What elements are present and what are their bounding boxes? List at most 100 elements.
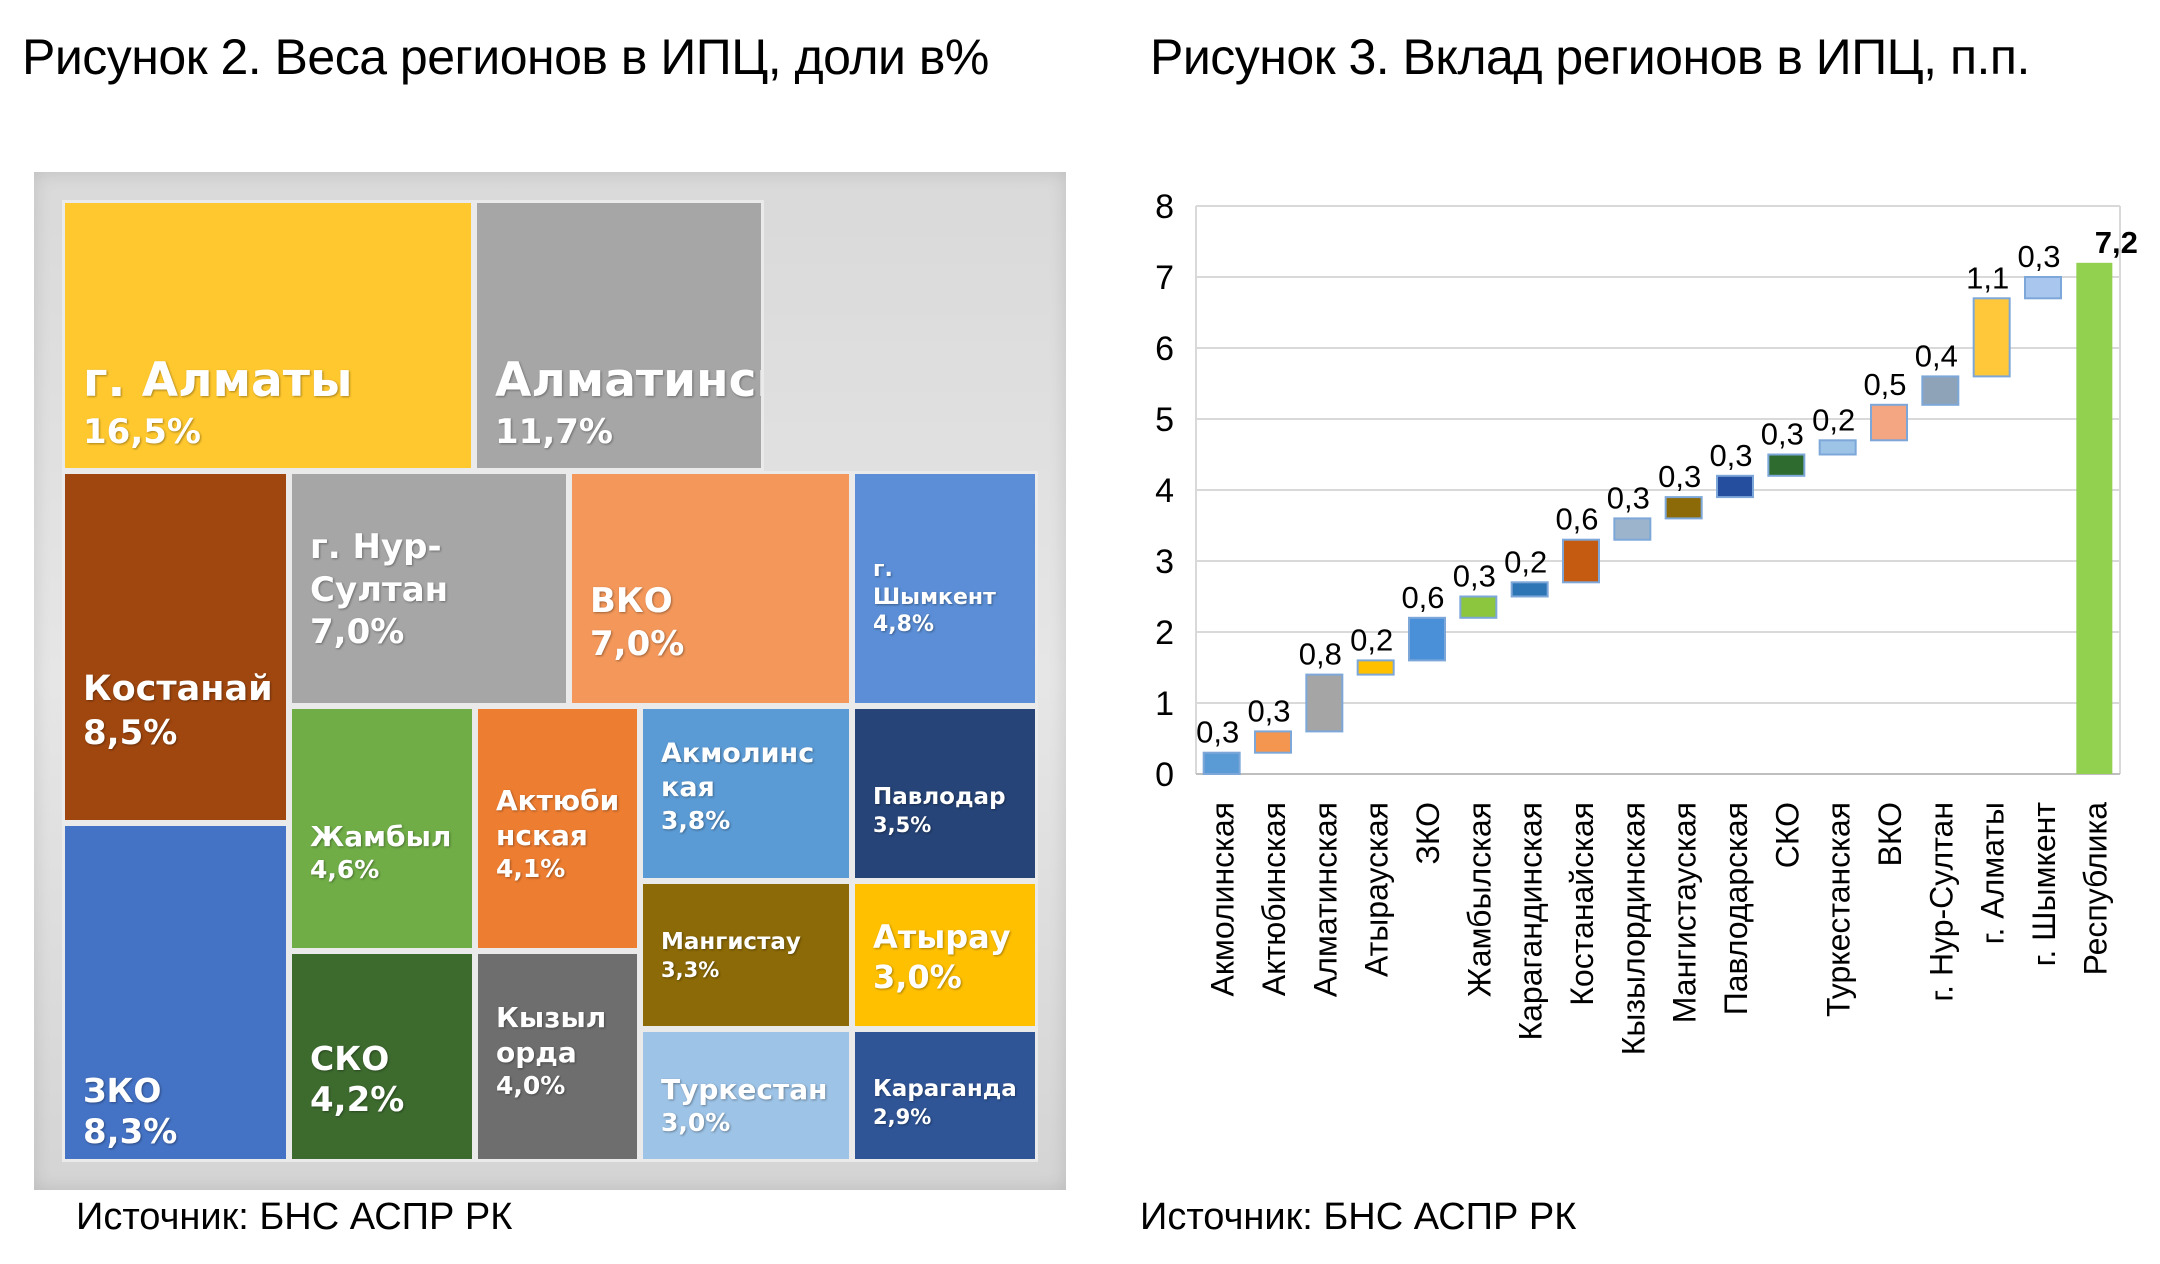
x-category-label: Актюбинская [1256, 802, 1292, 996]
treemap-tile: Жамбыл 4,6% [289, 706, 475, 951]
treemap-tile: г. Алматы 16,5% [62, 200, 474, 471]
treemap-tile: Атырау 3,0% [852, 881, 1038, 1029]
treemap-region-name: Костанай [83, 669, 273, 709]
waterfall-bar [1716, 474, 1754, 499]
treemap-region-name: Павлодар [873, 784, 1006, 810]
treemap-region-name: Кызыл орда [496, 1001, 607, 1069]
x-category-label: г. Шымкент [2026, 802, 2062, 967]
data-label: 0,3 [1709, 438, 1752, 473]
y-tick-label: 5 [1155, 401, 1174, 439]
source-note-left: Источник: БНС АСПР РК [76, 1196, 513, 1238]
treemap-tile-label: Жамбыл 4,6% [310, 819, 464, 885]
y-tick-label: 6 [1155, 330, 1174, 368]
treemap-region-name: Алматинская [495, 353, 761, 408]
treemap-region-name: СКО [310, 1039, 390, 1078]
treemap-region-name: Караганда [873, 1076, 1017, 1102]
x-category-label: Атырауская [1359, 802, 1395, 977]
data-label: 0,3 [1247, 693, 1290, 728]
treemap-tile: Алматинская11,7% [474, 200, 764, 471]
x-category-label: Павлодарская [1718, 802, 1754, 1015]
treemap-tile: ЗКО 8,3% [62, 823, 289, 1162]
treemap-tile: Актюби нская 4,1% [475, 706, 640, 951]
x-category-label: СКО [1769, 802, 1805, 868]
x-category-label: Алматинская [1307, 802, 1343, 997]
waterfall-bar [1356, 659, 1395, 676]
waterfall-bar [1613, 517, 1652, 541]
treemap-region-name: Туркестан [661, 1073, 828, 1106]
treemap-region-value: 3,8% [661, 805, 731, 835]
data-label: 0,3 [1453, 559, 1496, 594]
x-category-label: Акмолинская [1205, 802, 1241, 996]
waterfall-total-bar [2076, 262, 2113, 774]
y-tick-label: 2 [1155, 614, 1174, 652]
data-label: 0,2 [1812, 402, 1855, 437]
treemap-region-value: 3,0% [661, 1108, 731, 1137]
y-tick-label: 3 [1155, 543, 1174, 581]
waterfall-bar [1562, 538, 1600, 584]
waterfall-bar [1202, 751, 1241, 776]
treemap-region-name: г. Шымкент [873, 557, 996, 610]
data-label: 0,3 [1196, 715, 1239, 750]
treemap-region-value: 4,0% [496, 1071, 566, 1100]
data-label: 0,3 [1761, 417, 1804, 452]
x-category-label: г. Алматы [1975, 802, 2011, 944]
x-category-label: ЗКО [1410, 802, 1446, 865]
data-label: 0,2 [1350, 622, 1393, 657]
data-label: 0,6 [1401, 580, 1444, 615]
treemap-tile: Кызыл орда 4,0% [475, 951, 640, 1162]
treemap-region-value: 8,5% [83, 712, 178, 753]
treemap-tile-label: Кызыл орда 4,0% [496, 1000, 629, 1101]
y-tick-label: 0 [1155, 756, 1174, 794]
data-label: 0,6 [1555, 502, 1598, 537]
treemap-tile-label: г. Алматы 16,5% [83, 352, 463, 453]
treemap-tile: г. Шымкент 4,8% [852, 471, 1038, 706]
treemap-chart-frame: г. Алматы16,5%Алматинская11,7%Костанай8,… [34, 172, 1066, 1190]
treemap-tile: Акмолинс кая 3,8% [640, 706, 852, 881]
page-title-left: Рисунок 2. Веса регионов в ИПЦ, доли в% [22, 29, 989, 85]
treemap-tile-label: Алматинская11,7% [495, 352, 761, 453]
data-label: 0,8 [1299, 637, 1342, 672]
treemap-tile: Караганда 2,9% [852, 1029, 1038, 1162]
treemap-region-value: 11,7% [495, 411, 613, 452]
data-label: 0,2 [1504, 544, 1547, 579]
data-label: 0,5 [1863, 367, 1906, 402]
waterfall-bar [1254, 730, 1292, 754]
waterfall-bar [1408, 616, 1446, 662]
treemap-region-value: 3,0% [873, 958, 962, 996]
treemap-tile: ВКО 7,0% [569, 471, 852, 706]
waterfall-chart: 0 1 2 3 4 5 6 7 8 0,3 Акмолинская 0,3 Актюбинская 0,8… [1155, 188, 2138, 1055]
treemap-region-value: 4,6% [310, 855, 380, 884]
treemap-tile-label: Мангистау 3,3% [661, 928, 841, 983]
treemap-tile-label: Караганда 2,9% [873, 1075, 1027, 1130]
treemap-tile: г. Нур- Султан 7,0% [289, 471, 569, 706]
data-label: 7,2 [2095, 225, 2138, 260]
waterfall-bar [2024, 276, 2062, 300]
treemap-region-name: ВКО [590, 581, 673, 621]
treemap-region-name: г. Алматы [83, 353, 353, 408]
treemap-region-value: 2,9% [873, 1104, 932, 1129]
x-category-label: Жамбылская [1461, 802, 1497, 997]
treemap-region-value: 3,3% [661, 957, 720, 982]
treemap-tile-label: ЗКО 8,3% [83, 1070, 278, 1154]
treemap-chart: г. Алматы16,5%Алматинская11,7%Костанай8,… [62, 200, 1038, 1162]
waterfall-bar [1459, 595, 1498, 619]
x-category-label: Кызылординская [1615, 802, 1651, 1055]
treemap-region-value: 7,0% [310, 612, 405, 652]
treemap-tile: СКО 4,2% [289, 951, 475, 1162]
treemap-region-value: 16,5% [83, 411, 201, 452]
waterfall-bar [1664, 496, 1703, 520]
treemap-tile-label: Атырау 3,0% [873, 917, 1027, 997]
y-tick-label: 8 [1155, 188, 1174, 226]
treemap-region-value: 8,3% [83, 1112, 178, 1153]
x-category-label: Костанайская [1564, 802, 1600, 1006]
y-tick-label: 4 [1155, 472, 1174, 510]
treemap-tile-label: ВКО 7,0% [590, 580, 841, 665]
treemap-region-value: 4,1% [496, 854, 566, 883]
waterfall-bar [1818, 439, 1857, 456]
treemap-region-value: 4,2% [310, 1080, 405, 1121]
waterfall-bar [1305, 673, 1344, 733]
treemap-tile: Мангистау 3,3% [640, 881, 852, 1029]
treemap-region-name: Атырау [873, 918, 1011, 956]
treemap-region-name: Актюби нская [496, 784, 620, 852]
page-title-right: Рисунок 3. Вклад регионов в ИПЦ, п.п. [1150, 29, 2030, 85]
